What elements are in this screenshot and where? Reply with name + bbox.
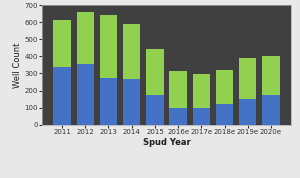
- Bar: [76, 12, 94, 64]
- Bar: [53, 20, 71, 67]
- Bar: [216, 104, 233, 125]
- Bar: [262, 95, 280, 125]
- X-axis label: Spud Year: Spud Year: [142, 138, 190, 146]
- Bar: [146, 49, 164, 95]
- Bar: [193, 108, 210, 125]
- Y-axis label: Well Count: Well Count: [13, 42, 22, 88]
- Bar: [146, 95, 164, 125]
- Bar: [262, 56, 280, 95]
- Bar: [100, 78, 117, 125]
- Bar: [100, 15, 117, 78]
- Bar: [169, 108, 187, 125]
- Bar: [239, 58, 256, 99]
- Bar: [76, 64, 94, 125]
- Bar: [239, 99, 256, 125]
- Bar: [53, 67, 71, 125]
- Bar: [193, 74, 210, 108]
- Bar: [123, 24, 140, 79]
- Bar: [169, 71, 187, 108]
- Bar: [216, 70, 233, 104]
- Bar: [123, 79, 140, 125]
